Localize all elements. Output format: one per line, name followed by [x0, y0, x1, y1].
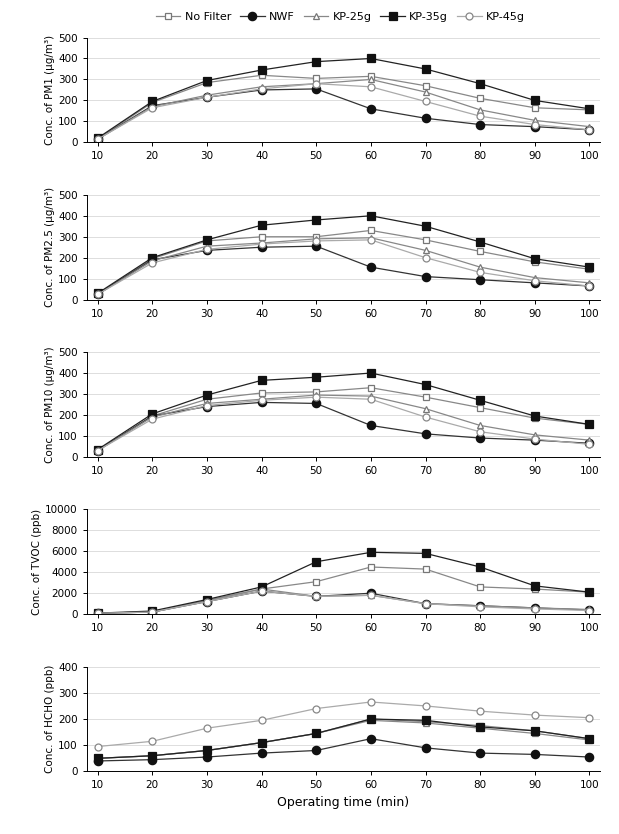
Y-axis label: Conc. of TVOC (ppb): Conc. of TVOC (ppb) [32, 509, 42, 615]
Legend: No Filter, NWF, KP-25g, KP-35g, KP-45g: No Filter, NWF, KP-25g, KP-35g, KP-45g [152, 8, 529, 26]
Y-axis label: Conc. of PM10 (μg/m³): Conc. of PM10 (μg/m³) [45, 346, 55, 463]
Y-axis label: Conc. of PM1 (μg/m³): Conc. of PM1 (μg/m³) [45, 35, 55, 145]
X-axis label: Operating time (min): Operating time (min) [277, 796, 410, 809]
Y-axis label: Conc. of HCHO (ppb): Conc. of HCHO (ppb) [45, 665, 55, 773]
Y-axis label: Conc. of PM2.5 (μg/m³): Conc. of PM2.5 (μg/m³) [45, 187, 55, 307]
